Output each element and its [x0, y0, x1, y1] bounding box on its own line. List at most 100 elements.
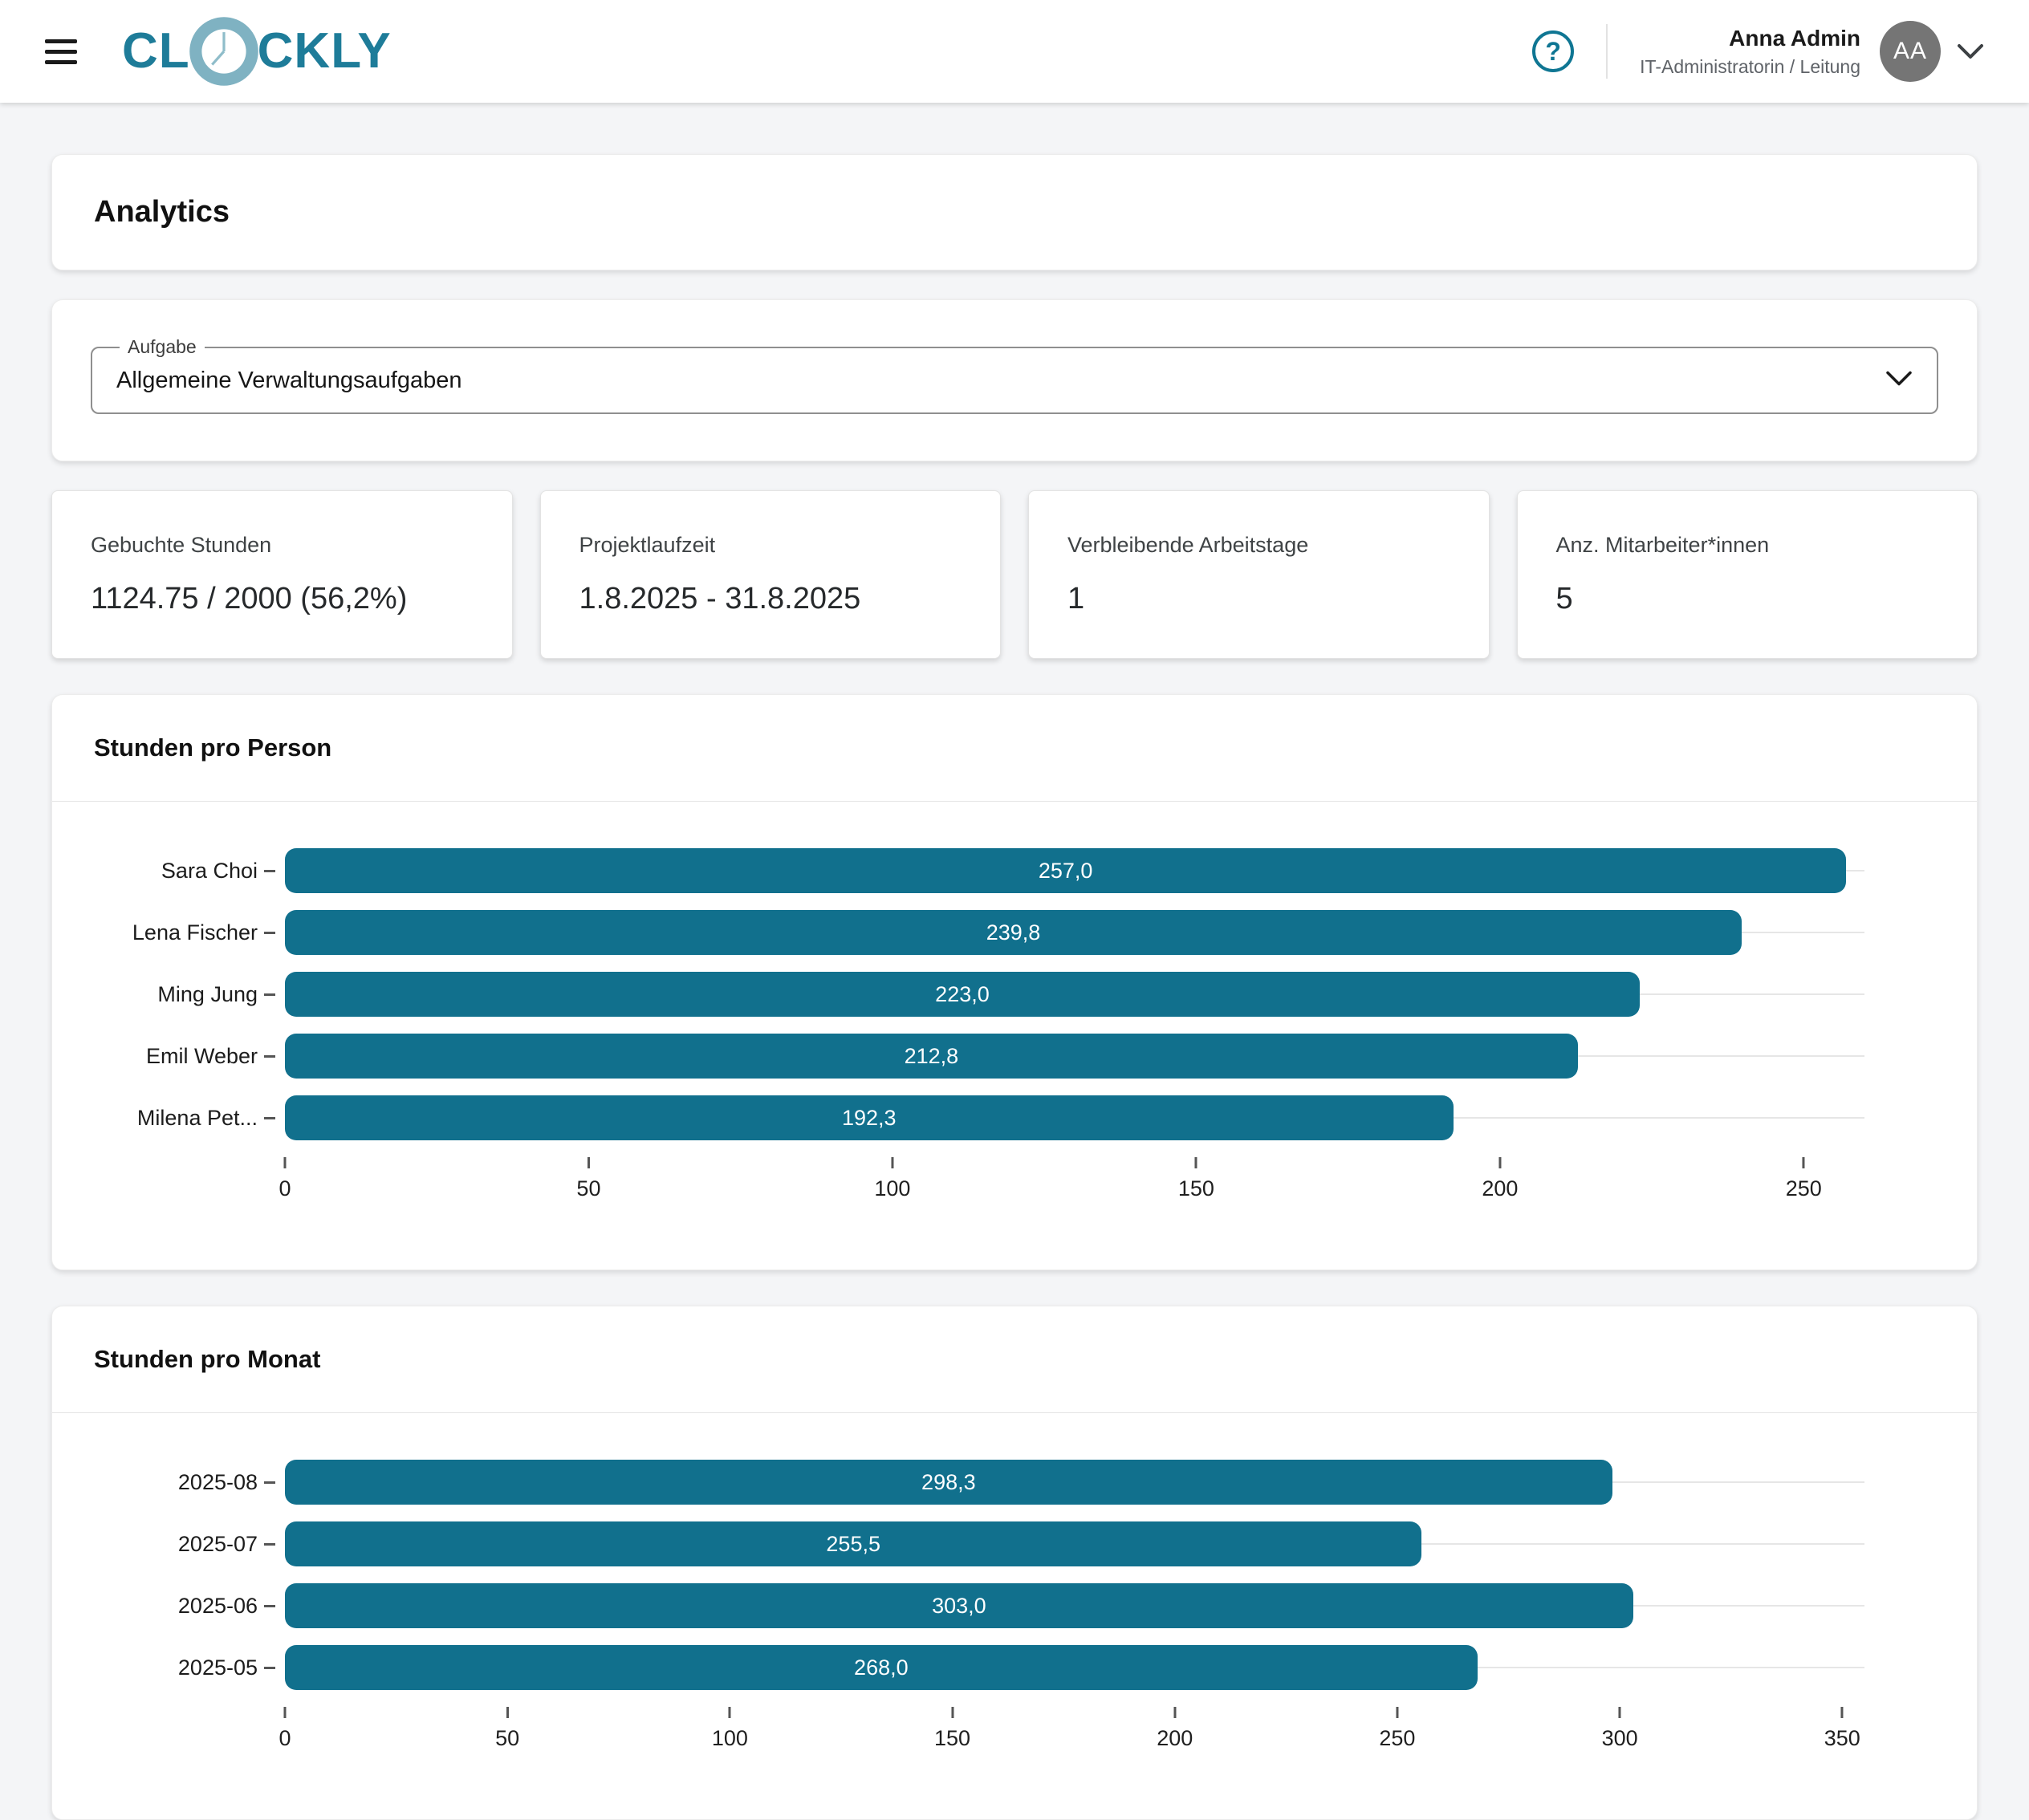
tick-label: 300: [1601, 1726, 1638, 1750]
bar-value-label: 257,0: [1038, 858, 1093, 883]
chart-row: 2025-05 268,0: [97, 1645, 1864, 1690]
category-tick: [264, 1666, 275, 1669]
task-select-label: Aufgabe: [120, 336, 205, 358]
tick-label: 200: [1157, 1726, 1193, 1750]
help-icon[interactable]: ?: [1532, 30, 1575, 72]
tick-label: 350: [1824, 1726, 1860, 1750]
bar[interactable]: 257,0: [285, 848, 1847, 893]
tick-label: 0: [279, 1176, 291, 1200]
app-header: CL CKLY ? Anna Admin IT-Administratorin …: [0, 0, 2029, 103]
bar[interactable]: 192,3: [285, 1095, 1454, 1140]
category-tick: [264, 1116, 275, 1119]
tick-label: 0: [279, 1726, 291, 1750]
bar-track: 298,3: [285, 1460, 1864, 1505]
x-axis-tick: 100: [874, 1157, 910, 1201]
stat-value: 5: [1555, 582, 1573, 615]
category-label: 2025-06: [177, 1593, 258, 1618]
bar[interactable]: 298,3: [285, 1460, 1612, 1505]
user-name: Anna Admin: [1729, 26, 1860, 51]
bar-value-label: 298,3: [921, 1469, 976, 1494]
chart-row: Lena Fischer 239,8: [97, 910, 1864, 955]
bar-value-label: 192,3: [841, 1105, 897, 1130]
stat-label: Gebuchte Stunden: [91, 533, 272, 557]
stat-label: Verbleibende Arbeitstage: [1067, 533, 1309, 557]
tick-mark: [283, 1157, 287, 1168]
bar[interactable]: 212,8: [285, 1034, 1578, 1079]
category-label: Sara Choi: [161, 858, 258, 883]
stat-value: 1: [1067, 582, 1085, 615]
filter-card: Aufgabe Allgemeine Verwaltungsaufgaben: [51, 299, 1978, 461]
tick-mark: [506, 1707, 509, 1718]
x-axis-tick: 50: [576, 1157, 600, 1201]
x-axis-tick: 200: [1482, 1157, 1518, 1201]
x-axis-tick: 150: [1178, 1157, 1214, 1201]
tick-mark: [891, 1157, 894, 1168]
tick-label: 250: [1785, 1176, 1822, 1200]
tick-mark: [1194, 1157, 1197, 1168]
category-tick: [264, 931, 275, 934]
avatar[interactable]: AA: [1880, 21, 1941, 82]
tick-mark: [1173, 1707, 1177, 1718]
hamburger-menu-icon[interactable]: [45, 32, 83, 71]
chart-card-months: Stunden pro Monat 2025-08 298,3 2025-07 255…: [51, 1306, 1978, 1820]
tick-label: 50: [576, 1176, 601, 1200]
page-title: Analytics: [94, 195, 230, 229]
logo-text-right: CKLY: [257, 23, 392, 79]
stat-card-3: Anz. Mitarbeiter*innen 5: [1516, 490, 1978, 659]
category-label: 2025-07: [177, 1531, 258, 1556]
tick-label: 100: [711, 1726, 748, 1750]
bar[interactable]: 255,5: [285, 1521, 1422, 1566]
bar-track: 192,3: [285, 1095, 1864, 1140]
category-label: 2025-05: [177, 1655, 258, 1680]
app-logo: CL CKLY: [122, 14, 392, 88]
stat-label: Projektlaufzeit: [579, 533, 716, 557]
chart-row: Ming Jung 223,0: [97, 972, 1864, 1017]
clock-icon: [189, 17, 258, 86]
months-bar-chart: 2025-08 298,3 2025-07 255,5 2025-06 303,0 2025…: [52, 1413, 1977, 1819]
stat-value: 1.8.2025 - 31.8.2025: [579, 582, 861, 615]
category-tick: [264, 1054, 275, 1058]
tick-mark: [1618, 1707, 1621, 1718]
page-title-card: Analytics: [51, 154, 1978, 270]
bar[interactable]: 223,0: [285, 972, 1640, 1017]
stat-card-2: Verbleibende Arbeitstage 1: [1028, 490, 1490, 659]
chart-row: Milena Pet... 192,3: [97, 1095, 1864, 1140]
tick-label: 150: [1177, 1176, 1214, 1200]
tick-mark: [587, 1157, 590, 1168]
x-axis-tick: 50: [495, 1707, 519, 1751]
header-divider: [1606, 24, 1608, 79]
bar-value-label: 255,5: [826, 1531, 880, 1556]
tick-label: 250: [1379, 1726, 1416, 1750]
x-axis-tick: 0: [279, 1707, 291, 1751]
bar-value-label: 303,0: [932, 1593, 986, 1618]
bar-track: 257,0: [285, 848, 1864, 893]
bar[interactable]: 268,0: [285, 1645, 1478, 1690]
stat-value: 1124.75 / 2000 (56,2%): [91, 582, 408, 615]
chart-row: 2025-06 303,0: [97, 1583, 1864, 1628]
bar-track: 212,8: [285, 1034, 1864, 1079]
user-menu-chevron-down-icon[interactable]: [1957, 43, 1984, 60]
category-tick: [264, 1481, 275, 1484]
x-axis: 0 50 100 150 200 250: [279, 1157, 1864, 1213]
x-axis-tick: 100: [712, 1707, 748, 1751]
category-tick: [264, 869, 275, 872]
chart-card-persons: Stunden pro Person Sara Choi 257,0 Lena Fi…: [51, 694, 1978, 1270]
select-chevron-down-icon: [1885, 370, 1913, 392]
tick-mark: [283, 1707, 287, 1718]
bar-track: 303,0: [285, 1583, 1864, 1628]
bar[interactable]: 303,0: [285, 1583, 1633, 1628]
x-axis-tick: 0: [279, 1157, 291, 1201]
tick-label: 150: [934, 1726, 971, 1750]
divider: [52, 1412, 1977, 1413]
bar[interactable]: 239,8: [285, 910, 1742, 955]
category-tick: [264, 1542, 275, 1546]
bar-track: 255,5: [285, 1521, 1864, 1566]
category-tick: [264, 993, 275, 996]
persons-bar-chart: Sara Choi 257,0 Lena Fischer 239,8 Ming Jung…: [52, 802, 1977, 1270]
tick-mark: [1396, 1707, 1399, 1718]
chart-row: Emil Weber 212,8: [97, 1034, 1864, 1079]
bar-track: 268,0: [285, 1645, 1864, 1690]
task-select[interactable]: Aufgabe Allgemeine Verwaltungsaufgaben: [91, 336, 1938, 414]
x-axis: 0 50 100 150 200 250 300 350: [279, 1707, 1864, 1763]
stat-label: Anz. Mitarbeiter*innen: [1555, 533, 1770, 557]
